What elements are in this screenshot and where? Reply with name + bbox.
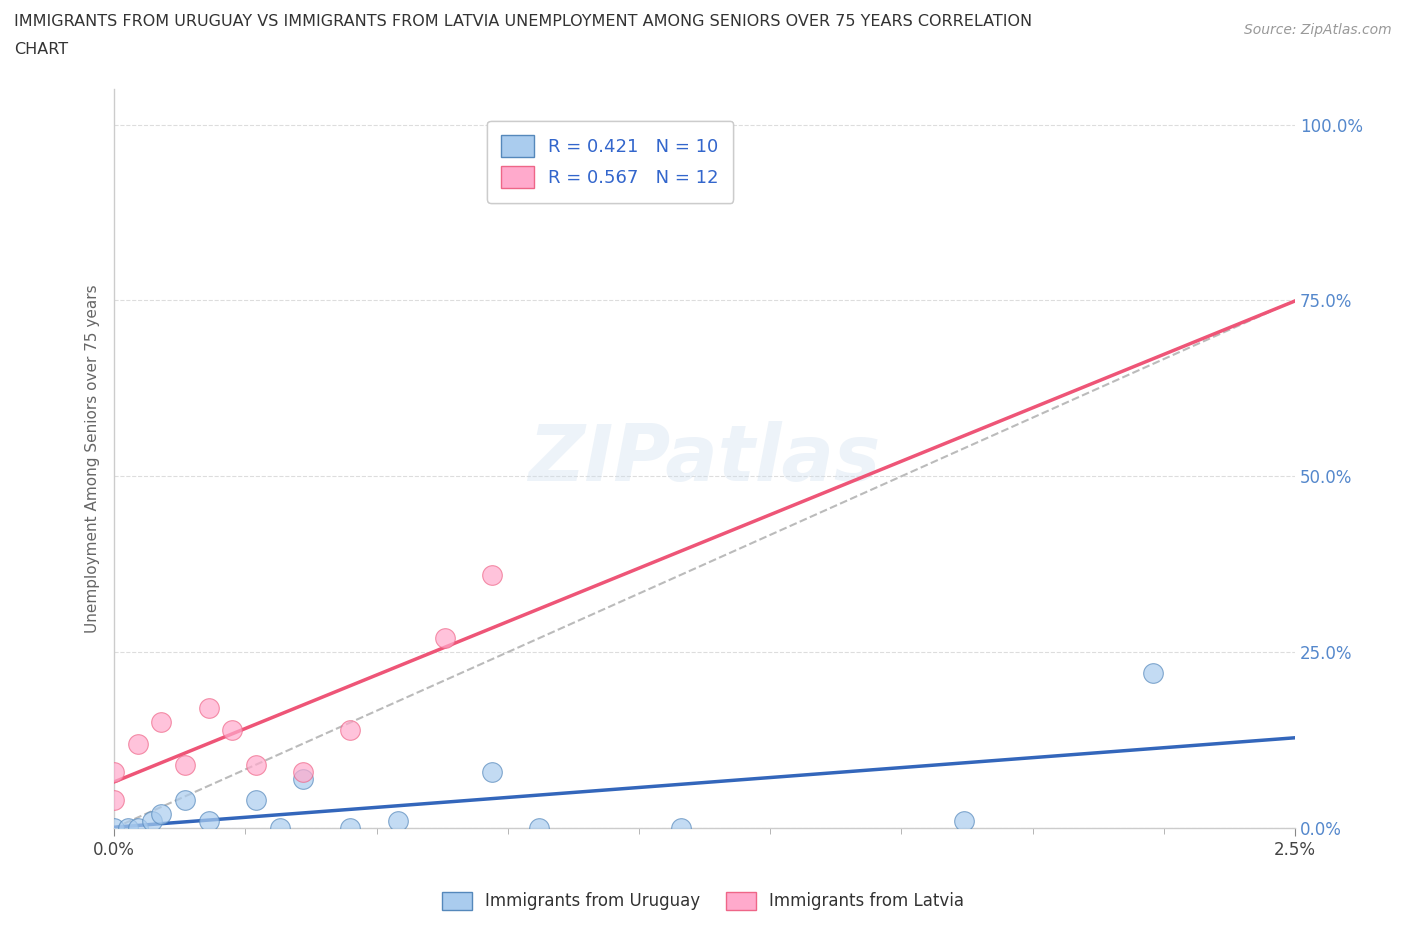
Point	[103, 792, 125, 807]
Point	[150, 715, 173, 730]
Point	[117, 820, 139, 835]
Point	[387, 814, 409, 829]
Point	[197, 701, 219, 716]
Text: Source: ZipAtlas.com: Source: ZipAtlas.com	[1244, 23, 1392, 37]
Point	[141, 814, 163, 829]
Point	[103, 764, 125, 779]
Point	[292, 764, 315, 779]
Point	[339, 722, 361, 737]
Text: CHART: CHART	[14, 42, 67, 57]
Legend: R = 0.421   N = 10, R = 0.567   N = 12: R = 0.421 N = 10, R = 0.567 N = 12	[486, 121, 734, 203]
Point	[269, 820, 291, 835]
Text: IMMIGRANTS FROM URUGUAY VS IMMIGRANTS FROM LATVIA UNEMPLOYMENT AMONG SENIORS OVE: IMMIGRANTS FROM URUGUAY VS IMMIGRANTS FR…	[14, 14, 1032, 29]
Point	[245, 757, 267, 772]
Point	[1142, 666, 1164, 681]
Point	[221, 722, 243, 737]
Text: ZIPatlas: ZIPatlas	[529, 420, 880, 497]
Point	[197, 814, 219, 829]
Point	[292, 771, 315, 786]
Point	[481, 567, 503, 582]
Point	[481, 764, 503, 779]
Point	[433, 631, 456, 645]
Point	[529, 820, 551, 835]
Point	[339, 820, 361, 835]
Point	[245, 792, 267, 807]
Point	[953, 814, 976, 829]
Point	[127, 820, 149, 835]
Point	[103, 820, 125, 835]
Legend: Immigrants from Uruguay, Immigrants from Latvia: Immigrants from Uruguay, Immigrants from…	[436, 885, 970, 917]
Point	[174, 792, 197, 807]
Point	[669, 820, 692, 835]
Y-axis label: Unemployment Among Seniors over 75 years: Unemployment Among Seniors over 75 years	[86, 285, 100, 633]
Point	[150, 806, 173, 821]
Point	[174, 757, 197, 772]
Point	[127, 737, 149, 751]
